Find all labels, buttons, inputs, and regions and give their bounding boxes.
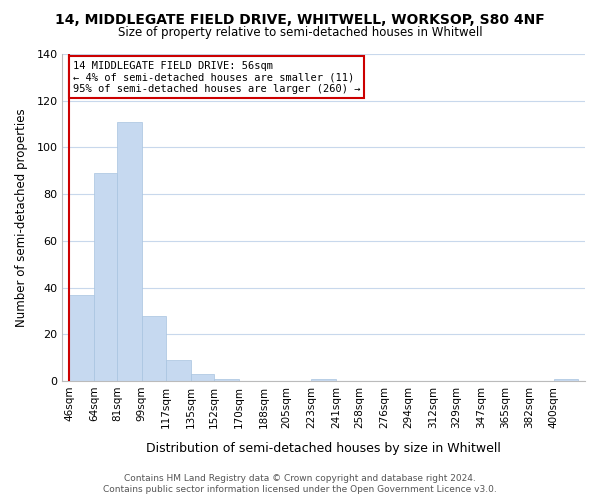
Bar — [554, 379, 578, 381]
Text: Size of property relative to semi-detached houses in Whitwell: Size of property relative to semi-detach… — [118, 26, 482, 39]
Bar — [142, 316, 166, 381]
Bar — [94, 173, 117, 381]
Text: 14, MIDDLEGATE FIELD DRIVE, WHITWELL, WORKSOP, S80 4NF: 14, MIDDLEGATE FIELD DRIVE, WHITWELL, WO… — [55, 12, 545, 26]
Bar — [69, 294, 94, 381]
Bar — [166, 360, 191, 381]
Bar — [214, 379, 239, 381]
Bar — [311, 379, 336, 381]
Text: Contains HM Land Registry data © Crown copyright and database right 2024.
Contai: Contains HM Land Registry data © Crown c… — [103, 474, 497, 494]
Bar — [117, 122, 142, 381]
X-axis label: Distribution of semi-detached houses by size in Whitwell: Distribution of semi-detached houses by … — [146, 442, 501, 455]
Bar — [191, 374, 214, 381]
Y-axis label: Number of semi-detached properties: Number of semi-detached properties — [15, 108, 28, 327]
Text: 14 MIDDLEGATE FIELD DRIVE: 56sqm
← 4% of semi-detached houses are smaller (11)
9: 14 MIDDLEGATE FIELD DRIVE: 56sqm ← 4% of… — [73, 60, 360, 94]
